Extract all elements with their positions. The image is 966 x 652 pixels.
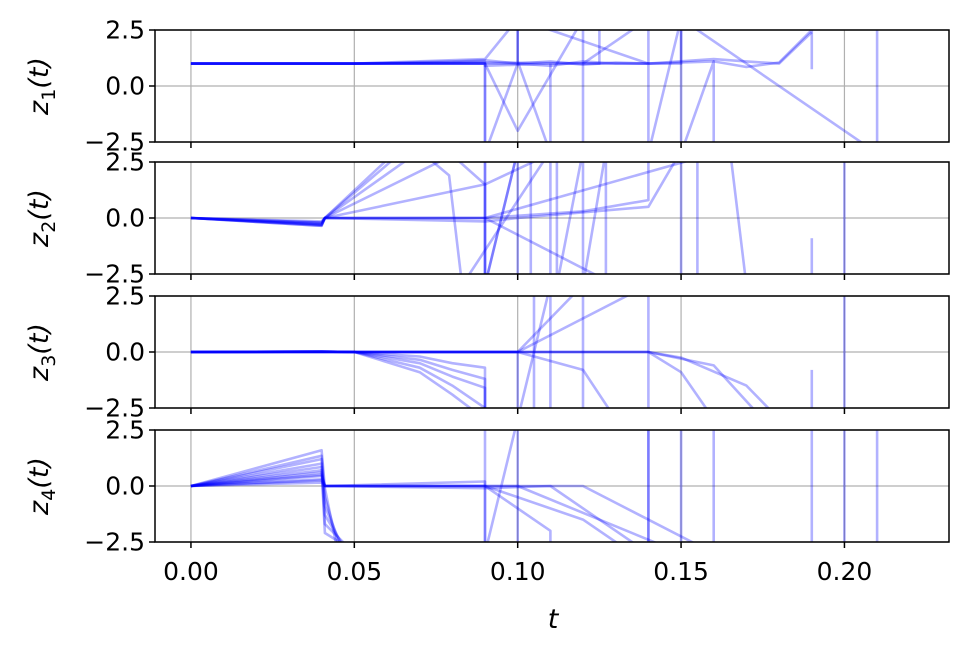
- y-axis-title: z2(t): [24, 189, 60, 248]
- series-line-1: [190, 448, 338, 542]
- series-line-10: [190, 350, 708, 408]
- y-tick-label: −2.5: [84, 394, 145, 423]
- subplot-3: −2.5 0.0 2.5 z3(t): [24, 282, 950, 423]
- y-tick-label: 0.0: [105, 472, 145, 501]
- series-line-5: [190, 350, 473, 408]
- y-tick-label: 0.0: [105, 338, 145, 367]
- y-axis-title: z4(t): [24, 457, 60, 516]
- series-line-8: [190, 30, 879, 142]
- y-tick-label: 0.0: [105, 204, 145, 233]
- subplot-1: −2.5 0.0 2.5 z1(t): [24, 16, 950, 157]
- series-line-5: [190, 465, 345, 542]
- series-line-6: [190, 468, 342, 542]
- y-tick-label: −2.5: [84, 260, 145, 289]
- series-line-4: [190, 30, 585, 133]
- series-line-3: [190, 457, 342, 542]
- y-tick-label: −2.5: [84, 528, 145, 557]
- series-group: [190, 162, 846, 274]
- series-line-3: [190, 30, 552, 142]
- series-line-7: [190, 296, 585, 408]
- series-line-10: [190, 430, 650, 542]
- series-group: [190, 30, 879, 142]
- x-tick-label: 0.20: [817, 557, 873, 586]
- subplot-4: −2.5 0.0 2.5 0.00 0.05 0.10 0.15 0.20 z4(t): [24, 416, 950, 586]
- series-line-8: [190, 477, 552, 542]
- series-line-3: [190, 162, 552, 274]
- series-line-9: [190, 162, 747, 274]
- x-tick-label: 0.00: [163, 557, 219, 586]
- x-tick-label: 0.05: [326, 557, 382, 586]
- series-line-7: [190, 30, 716, 142]
- series-group: [190, 296, 846, 408]
- series-line-9: [190, 296, 650, 408]
- series-line-8: [190, 162, 699, 274]
- series-line-3: [190, 350, 487, 408]
- series-line-6: [190, 296, 552, 408]
- y-tick-label: 2.5: [105, 282, 145, 311]
- series-line-7: [190, 430, 520, 542]
- series-line-1: [190, 162, 520, 274]
- y-axis-title: z3(t): [24, 323, 60, 382]
- series-line-5: [190, 30, 601, 68]
- x-tick-label: 0.10: [490, 557, 546, 586]
- series-group: [190, 430, 879, 542]
- series-line-2: [190, 31, 813, 66]
- series-line-1: [190, 30, 814, 142]
- y-axis-title: z1(t): [24, 57, 60, 116]
- series-line-4: [190, 350, 486, 408]
- series-line-4: [190, 162, 517, 274]
- series-line-11: [190, 350, 755, 408]
- subplot-2: −2.5 0.0 2.5 z2(t): [24, 148, 950, 289]
- series-line-4: [190, 462, 343, 542]
- series-line-2: [190, 454, 340, 542]
- series-line-8: [190, 350, 610, 408]
- series-line-7: [190, 216, 597, 274]
- x-axis-title: t: [548, 604, 560, 635]
- series-line-1: [190, 350, 487, 408]
- series-line-5: [190, 162, 608, 274]
- series-line-6: [190, 162, 650, 226]
- series-line-12: [190, 350, 771, 408]
- y-tick-label: 2.5: [105, 416, 145, 445]
- x-tick-label: 0.15: [653, 557, 709, 586]
- series-line-2: [190, 162, 533, 274]
- y-tick-label: 0.0: [105, 72, 145, 101]
- y-tick-label: 2.5: [105, 148, 145, 177]
- y-tick-label: 2.5: [105, 16, 145, 45]
- series-line-6: [190, 30, 650, 142]
- series-line-2: [190, 350, 487, 408]
- series-line-9: [190, 481, 619, 542]
- series-line-11: [190, 430, 683, 542]
- y-tick-label: −2.5: [84, 128, 145, 157]
- series-line-12: [190, 430, 716, 542]
